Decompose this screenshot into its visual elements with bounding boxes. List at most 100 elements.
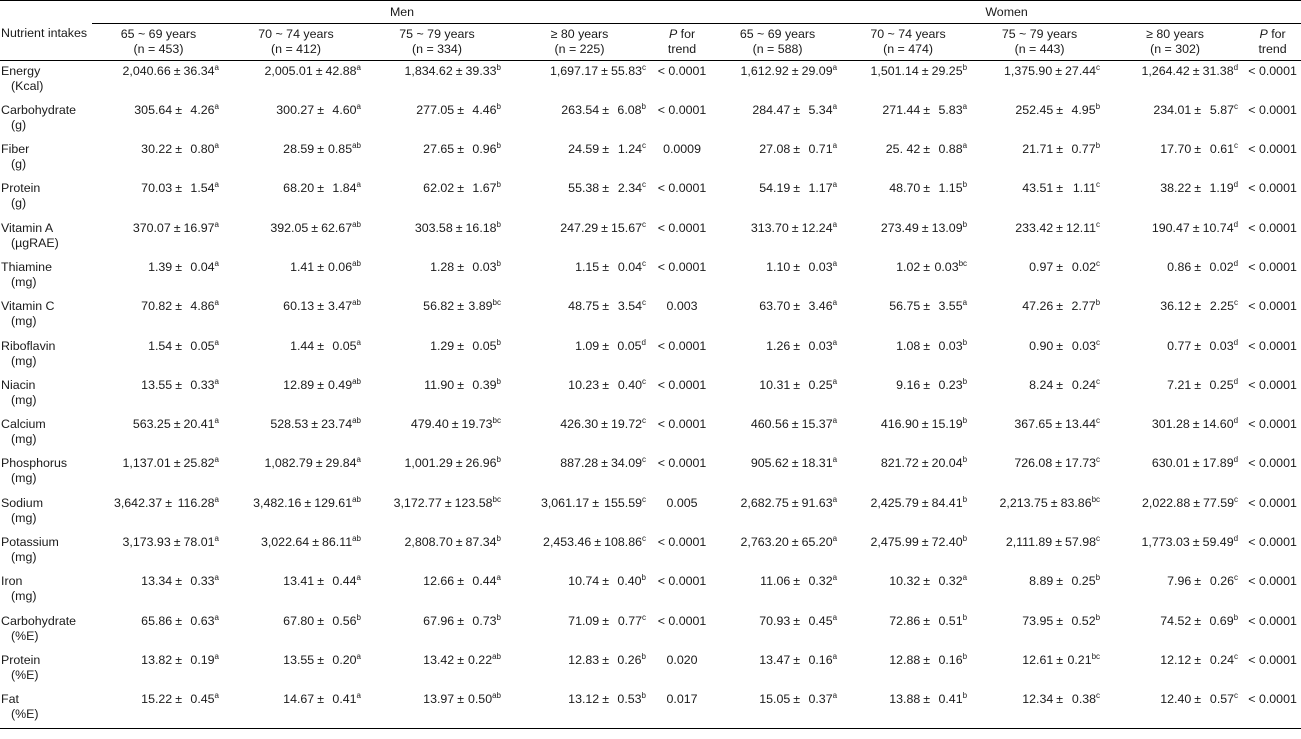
mean-se-cell: 8.24 ±0.24c bbox=[973, 375, 1106, 414]
mean-se-cell: 416.90 ±15.19b bbox=[843, 414, 973, 453]
se-value: 1.67b bbox=[472, 180, 501, 196]
se-value: 0.24c bbox=[1209, 651, 1239, 667]
mean-se-cell: 13.55 ±0.20a bbox=[225, 650, 367, 689]
significance-letter: b bbox=[1095, 573, 1101, 583]
significance-letter: a bbox=[832, 219, 838, 229]
se-value: 0.05a bbox=[190, 337, 219, 353]
plus-minus-sign: ± bbox=[457, 142, 464, 157]
mean-value: 305.64 bbox=[134, 102, 173, 117]
mean-se-cell: 284.47 ±5.34a bbox=[712, 100, 843, 139]
mean-value: 7.21 bbox=[1167, 377, 1192, 392]
se-value: 29.25b bbox=[931, 63, 968, 79]
mean-se-cell: 3,482.16 ±129.61ab bbox=[225, 493, 367, 532]
mean-se-cell: 62.02 ±1.67b bbox=[367, 178, 507, 217]
p-for-trend-cell: < 0.0001 bbox=[1248, 181, 1297, 196]
significance-letter: a bbox=[214, 63, 219, 72]
mean-value: 13.47 bbox=[759, 652, 791, 667]
p-for-trend-cell: < 0.0001 bbox=[1244, 689, 1301, 730]
se-value: 0.80a bbox=[190, 141, 219, 157]
plus-minus-sign: ± bbox=[457, 652, 464, 667]
significance-letter: a bbox=[214, 141, 219, 151]
plus-minus-sign: ± bbox=[602, 613, 609, 628]
plus-minus-sign: ± bbox=[923, 692, 931, 707]
mean-value: 263.54 bbox=[561, 102, 600, 117]
mean-value: 252.45 bbox=[1015, 102, 1054, 117]
table-row: Niacin (mg) 13.55 ±0.33a 12.89 ±0.49ab 11.90 ±0… bbox=[0, 375, 1301, 414]
se-value: 4.95b bbox=[1071, 101, 1101, 117]
significance-letter: a bbox=[832, 141, 838, 151]
mean-value: 3,642.37 bbox=[113, 495, 163, 510]
significance-letter: c bbox=[1096, 63, 1101, 72]
significance-letter: a bbox=[214, 691, 219, 701]
se-value: 0.39b bbox=[472, 376, 501, 392]
age-group-header: 75 ~ 79 years (n = 334) bbox=[367, 23, 507, 61]
significance-letter: b bbox=[496, 455, 501, 465]
mean-value: 13.42 bbox=[423, 652, 455, 667]
mean-se-cell: 11.90 ±0.39b bbox=[367, 375, 507, 414]
plus-minus-sign: ± bbox=[175, 299, 182, 314]
significance-letter: b bbox=[641, 101, 646, 111]
se-value: 87.34b bbox=[465, 534, 501, 550]
se-value: 31.38d bbox=[1202, 63, 1239, 79]
p-for-trend-cell: < 0.0001 bbox=[1248, 259, 1297, 274]
mean-se-cell: 2,005.01 ±42.88a bbox=[225, 61, 367, 100]
significance-letter: a bbox=[832, 258, 838, 268]
mean-value: 284.47 bbox=[752, 102, 791, 117]
significance-letter: c bbox=[642, 455, 646, 465]
significance-letter: b bbox=[1095, 612, 1101, 622]
table-row: Carbohydrate (g) 305.64 ±4.26a 300.27 ±4.60a 2… bbox=[0, 100, 1301, 139]
mean-value: 56.82 bbox=[423, 299, 455, 314]
mean-se-cell: 55.38 ±2.34c bbox=[507, 178, 652, 217]
plus-minus-sign: ± bbox=[1192, 456, 1200, 471]
plus-minus-sign: ± bbox=[1194, 613, 1202, 628]
mean-value: 370.07 bbox=[132, 220, 171, 235]
table-row: Phosphorus (mg) 1,137.01 ±25.82a 1,082.79 ±29… bbox=[0, 453, 1301, 492]
mean-se-cell: 9.16 ±0.23b bbox=[843, 375, 973, 414]
se-value: 0.06ab bbox=[327, 258, 361, 274]
mean-value: 1.44 bbox=[290, 338, 315, 353]
mean-se-cell: 21.71 ±0.77b bbox=[973, 139, 1106, 178]
mean-se-cell: 13.41 ±0.44a bbox=[225, 571, 367, 610]
se-value: 23.74ab bbox=[321, 416, 361, 432]
mean-value: 13.34 bbox=[141, 574, 173, 589]
plus-minus-sign: ± bbox=[1056, 299, 1064, 314]
mean-value: 10.31 bbox=[759, 377, 791, 392]
se-value: 0.05a bbox=[332, 337, 361, 353]
mean-se-cell: 190.47 ±10.74d bbox=[1106, 218, 1244, 257]
plus-minus-sign: ± bbox=[175, 142, 182, 157]
significance-letter: a bbox=[356, 180, 361, 190]
mean-se-cell: 8.89 ±0.25b bbox=[973, 571, 1106, 610]
mean-se-cell: 25. 42 ±0.88a bbox=[843, 139, 973, 178]
mean-value: 56.75 bbox=[889, 299, 921, 314]
se-value: 2.25c bbox=[1209, 298, 1239, 314]
nutrient-name-cell: Vitamin C (mg) bbox=[1, 299, 55, 329]
plus-minus-sign: ± bbox=[1056, 692, 1064, 707]
se-value: 26.96b bbox=[465, 455, 501, 471]
se-value: 0.24c bbox=[1071, 376, 1101, 392]
plus-minus-sign: ± bbox=[791, 456, 799, 471]
plus-minus-sign: ± bbox=[311, 220, 319, 235]
se-value: 15.19b bbox=[931, 416, 968, 432]
significance-letter: a bbox=[832, 455, 838, 465]
mean-value: 1,697.17 bbox=[549, 64, 599, 78]
plus-minus-sign: ± bbox=[793, 299, 801, 314]
mean-value: 426.30 bbox=[560, 417, 599, 432]
plus-minus-sign: ± bbox=[455, 535, 463, 550]
significance-letter: b bbox=[962, 651, 968, 661]
mean-value: 12.40 bbox=[1160, 692, 1192, 707]
mean-se-cell: 300.27 ±4.60a bbox=[225, 100, 367, 139]
se-value: 0.25d bbox=[1209, 376, 1239, 392]
significance-letter: ab bbox=[492, 691, 501, 701]
mean-value: 301.28 bbox=[1151, 417, 1190, 432]
se-value: 19.73bc bbox=[461, 416, 501, 432]
plus-minus-sign: ± bbox=[1055, 64, 1063, 78]
significance-letter: b bbox=[496, 258, 501, 268]
mean-value: 2,425.79 bbox=[870, 495, 919, 510]
mean-value: 12.89 bbox=[283, 377, 315, 392]
plus-minus-sign: ± bbox=[1055, 417, 1063, 432]
se-value: 0.37a bbox=[808, 691, 838, 707]
significance-letter: a bbox=[214, 455, 219, 465]
mean-value: 74.52 bbox=[1160, 613, 1192, 628]
mean-value: 13.41 bbox=[283, 574, 315, 589]
se-value: 0.25b bbox=[1071, 573, 1101, 589]
